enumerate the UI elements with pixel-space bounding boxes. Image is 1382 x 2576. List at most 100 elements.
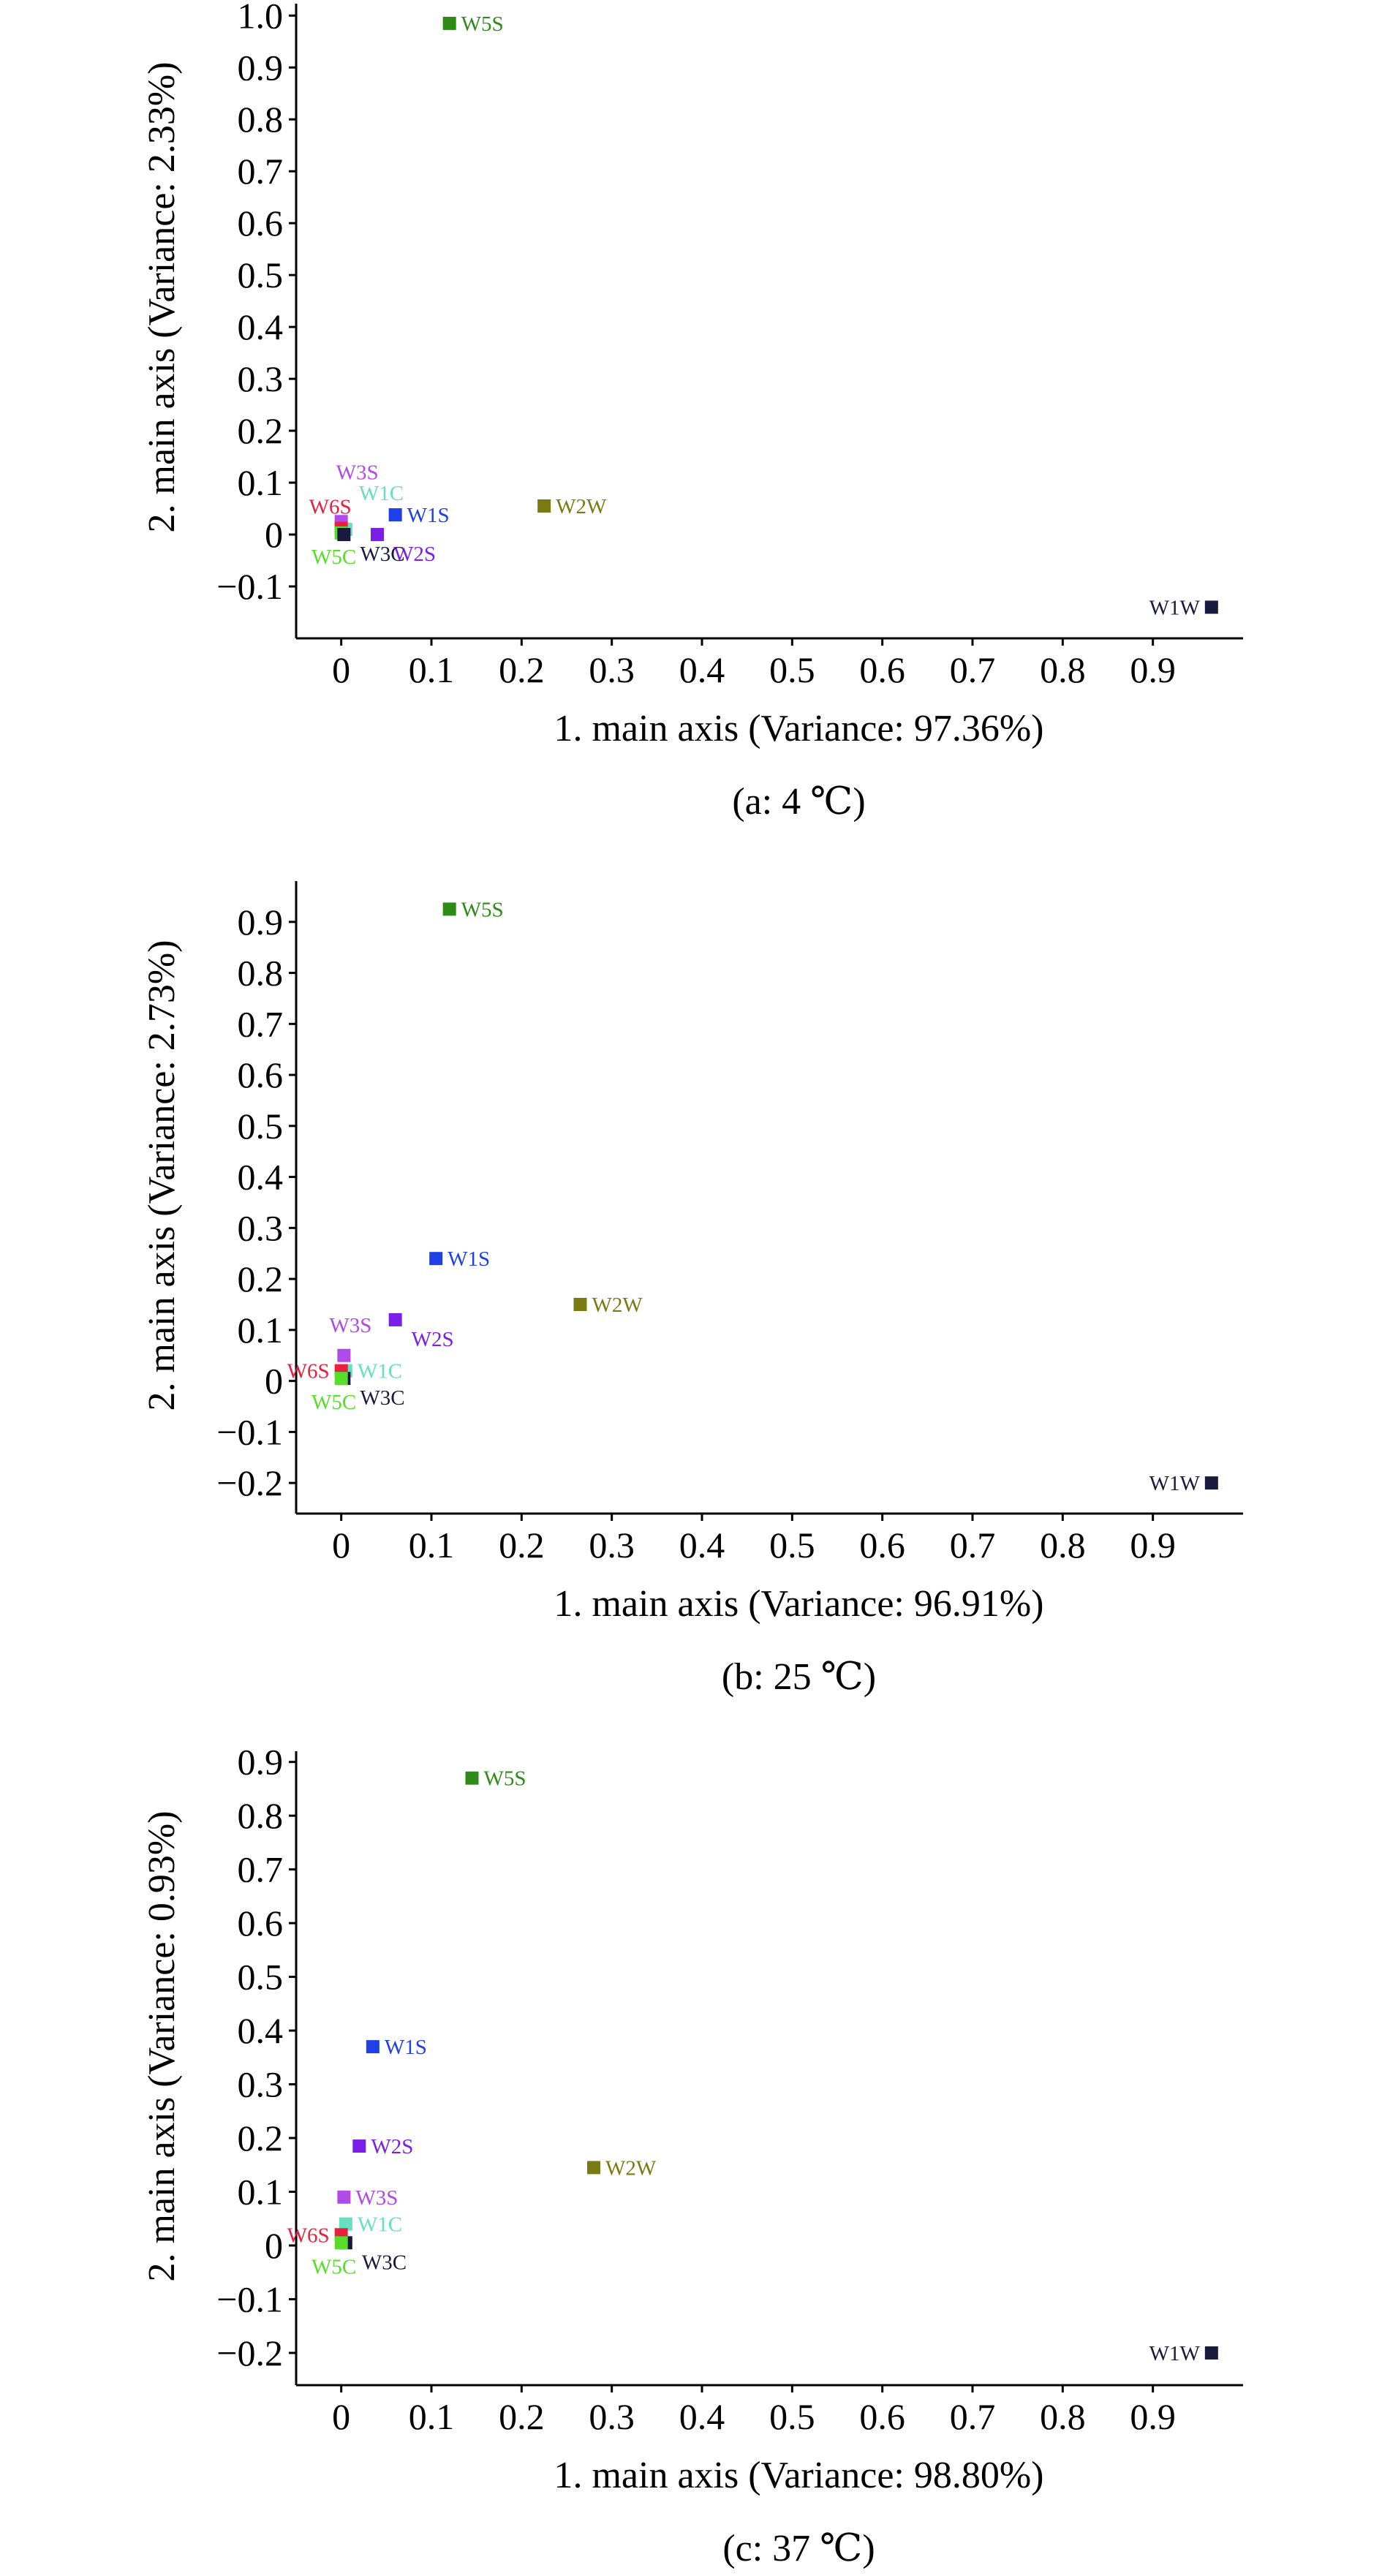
x-tick-label: 0.8 [1040,2396,1086,2437]
y-tick-label: 0.3 [238,2064,284,2105]
y-axis-label: 2. main axis (Variance: 2.33%) [141,61,183,532]
x-tick-label: 0.4 [679,649,725,690]
y-tick-label: 0.5 [238,254,284,295]
point-marker-w3c [337,528,351,542]
y-tick-label: 0.4 [238,306,284,347]
y-axis-label: 2. main axis (Variance: 0.93%) [141,1810,183,2281]
point-marker-w1w [1204,1476,1218,1490]
point-label-w5c: W5C [311,545,356,569]
y-tick-label: 0.2 [238,2118,284,2158]
x-tick-label: 0.1 [409,1525,455,1565]
x-tick-label: 0 [332,1525,350,1565]
point-label-w1c: W1C [358,2213,402,2237]
x-tick-label: 0.7 [950,649,996,690]
x-tick-label: 0.5 [769,2396,815,2437]
y-tick-label: 0.4 [238,1157,284,1198]
x-tick-label: 0.9 [1130,649,1176,690]
y-tick-label: 0.7 [238,1849,284,1890]
point-marker-w5s [442,902,456,916]
y-tick-label: 0.4 [238,2010,284,2051]
panel-caption: (c: 37 ℃) [722,2528,875,2569]
point-label-w6s: W6S [287,2224,330,2247]
y-tick-label: 0.6 [238,203,284,243]
y-tick-label: −0.1 [216,566,283,607]
y-tick-label: 1.0 [238,0,284,36]
panel-a: 0 0.1 0.2 0.3 0.4 0.5 0.6 0.7 0.8 0.9 −0.1 0 0.1 0.2 0… [141,0,1243,823]
point-marker-w5s [442,16,456,30]
y-tick-label: 0.5 [238,1106,284,1147]
x-tick-label: 0.6 [859,649,905,690]
y-tick-label: −0.1 [216,1411,283,1452]
x-tick-label: 0.1 [409,649,455,690]
x-tick-label: 0.1 [409,2396,455,2437]
point-label-w5c: W5C [311,1391,356,1414]
point-marker-w3s [337,1348,351,1362]
y-tick-label: −0.1 [216,2278,283,2319]
x-tick-label: 0.3 [589,2396,635,2437]
x-tick-label: 0.6 [859,2396,905,2437]
y-tick-label: 0.8 [238,99,284,140]
y-tick-label: 0.7 [238,1003,284,1044]
x-axis-label: 1. main axis (Variance: 96.91%) [554,1583,1043,1625]
point-marker-w1w [1204,2346,1218,2360]
point-label-w2w: W2W [592,1293,643,1317]
x-tick-label: 0.6 [859,1525,905,1565]
point-label-w2w: W2W [556,495,607,518]
point-marker-w2s [371,528,384,542]
y-tick-label: 0.9 [238,1742,284,1783]
y-tick-label: 0.8 [238,1795,284,1836]
x-tick-label: 0.4 [679,2396,725,2437]
y-tick-label: −0.2 [216,2333,283,2373]
point-label-w6s: W6S [287,1360,330,1383]
point-label-w1c: W1C [358,1360,402,1383]
point-label-w1c: W1C [359,482,404,505]
point-marker-w5c [334,2236,348,2250]
point-label-w3c: W3C [360,543,404,566]
point-label-w1w: W1W [1149,596,1201,619]
y-tick-label: 0.9 [238,47,284,88]
x-tick-label: 0 [332,2396,350,2437]
x-tick-label: 0.7 [950,2396,996,2437]
panel-b: 0 0.1 0.2 0.3 0.4 0.5 0.6 0.7 0.8 0.9 −0.2 −0.1 0 0.1… [141,881,1243,1698]
point-label-w5s: W5S [461,898,504,921]
y-tick-label: 0.3 [238,358,284,399]
point-label-w2s: W2S [412,1328,454,1351]
point-marker-w2w [573,1297,587,1311]
point-label-w1s: W1S [385,2036,427,2059]
y-tick-label: 0.1 [238,2171,284,2212]
point-marker-w5s [465,1771,479,1785]
x-tick-label: 0 [332,649,350,690]
y-tick-label: 0.6 [238,1054,284,1095]
y-tick-label: 0.9 [238,902,284,943]
y-tick-label: 0.2 [238,1258,284,1299]
panel-caption: (b: 25 ℃) [722,1656,876,1698]
x-tick-label: 0.9 [1130,2396,1176,2437]
x-tick-label: 0.2 [499,1525,545,1565]
x-axis-label: 1. main axis (Variance: 98.80%) [554,2455,1043,2496]
point-label-w2w: W2W [605,2156,657,2180]
point-marker-w2s [352,2139,366,2153]
point-label-w1s: W1S [407,504,450,527]
point-label-w3s: W3S [355,2186,398,2210]
y-tick-label: 0.1 [238,1310,284,1351]
panel-c: 0 0.1 0.2 0.3 0.4 0.5 0.6 0.7 0.8 0.9 −0.2 −0.1 0 0.1… [141,1742,1243,2569]
x-tick-label: 0.2 [499,649,545,690]
x-tick-label: 0.4 [679,1525,725,1565]
point-label-w1w: W1W [1149,2342,1201,2365]
point-marker-w1s [366,2040,380,2054]
y-tick-label: 0.1 [238,462,284,503]
y-tick-label: 0.6 [238,1903,284,1944]
point-marker-w3s [337,2190,351,2204]
y-tick-label: −0.2 [216,1462,283,1503]
point-marker-w2s [388,1312,402,1326]
point-marker-w1s [429,1252,443,1266]
x-tick-label: 0.9 [1130,1525,1176,1565]
x-tick-label: 0.5 [769,649,815,690]
x-axis-label: 1. main axis (Variance: 97.36%) [554,708,1043,749]
point-marker-w2w [587,2161,600,2175]
x-tick-label: 0.5 [769,1525,815,1565]
panel-caption: (a: 4 ℃) [732,781,865,823]
point-marker-w1c [339,2217,352,2231]
point-label-w3c: W3C [362,2251,407,2274]
